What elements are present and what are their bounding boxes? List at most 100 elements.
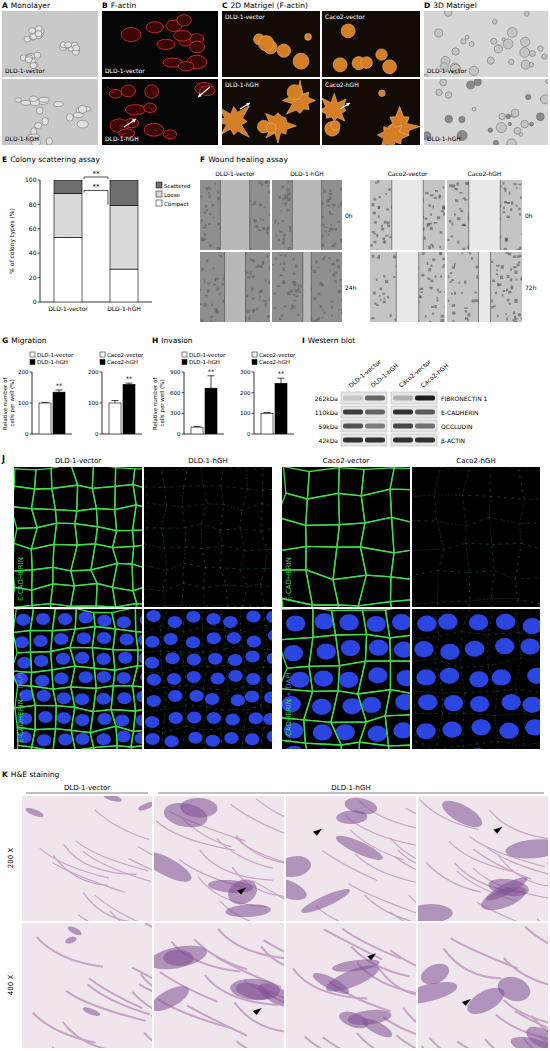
spheroid xyxy=(509,59,514,64)
cell-junction xyxy=(495,689,526,716)
spheroid xyxy=(530,122,534,126)
row-label: 200 X xyxy=(7,848,15,869)
cell xyxy=(373,233,375,235)
cell xyxy=(505,313,507,315)
cell-junction xyxy=(144,651,162,673)
cell xyxy=(510,268,512,271)
cell xyxy=(332,244,335,247)
cell-junction xyxy=(52,485,78,511)
spheroid xyxy=(529,62,534,67)
cell xyxy=(324,230,326,232)
cell xyxy=(451,236,454,238)
cell-junction xyxy=(331,722,366,745)
cell-junction xyxy=(392,517,410,553)
cell-junction xyxy=(305,743,341,749)
cell-junction xyxy=(518,599,541,607)
cell xyxy=(442,205,445,208)
micrograph xyxy=(2,11,98,77)
nucleus xyxy=(263,713,272,725)
y-tick xyxy=(182,434,185,435)
column-header: Caco2-vector xyxy=(388,170,428,177)
cell-junction xyxy=(282,517,306,551)
y-tick-label: 0 xyxy=(33,298,37,305)
cell xyxy=(464,281,466,284)
cell-junction xyxy=(162,666,186,687)
cell-junction xyxy=(263,467,272,491)
cell xyxy=(440,275,442,277)
cell xyxy=(266,228,268,230)
cell xyxy=(421,291,423,293)
cell xyxy=(381,228,384,231)
tissue-fiber xyxy=(129,859,152,889)
spheroid xyxy=(472,107,476,111)
cell xyxy=(282,198,285,200)
cell-junction xyxy=(144,727,163,749)
cell xyxy=(292,281,295,283)
legend-label: Caco2-hGH xyxy=(259,359,290,365)
nucleus xyxy=(246,611,260,623)
nucleus xyxy=(210,673,224,685)
spheroid xyxy=(521,37,530,46)
cell xyxy=(505,237,507,240)
y-tick xyxy=(252,434,255,435)
cell xyxy=(329,269,331,272)
cell-junction xyxy=(131,745,142,749)
cell-junction xyxy=(71,584,98,607)
cell xyxy=(514,301,517,303)
cell xyxy=(461,253,463,255)
nucleus xyxy=(339,614,358,630)
cell-junction xyxy=(183,609,202,632)
cell xyxy=(269,213,270,216)
mw-label: 59kDa xyxy=(319,423,339,430)
panel-title: D3D Matrigel xyxy=(424,1,477,10)
cell-junction xyxy=(145,606,167,607)
micrograph xyxy=(22,796,152,921)
cell xyxy=(506,317,508,320)
cell-junction xyxy=(491,571,517,599)
y-tick-label: 200 xyxy=(240,390,251,396)
cell-junction xyxy=(413,691,443,714)
cell xyxy=(471,257,473,260)
micrograph xyxy=(412,467,540,607)
cell xyxy=(287,292,290,295)
cell-junction xyxy=(489,517,521,544)
row-label-part: E-CADHERIN xyxy=(17,697,25,743)
wound-edge xyxy=(490,252,491,322)
cell-junction xyxy=(75,524,98,545)
spheroid xyxy=(493,140,498,145)
arrowhead xyxy=(493,827,502,834)
cell-junction xyxy=(220,609,241,633)
cell-junction xyxy=(136,632,142,651)
nucleus xyxy=(468,748,487,749)
image-label: DLD-1-hGH xyxy=(427,135,461,142)
cell xyxy=(518,184,521,186)
y-tick xyxy=(38,204,41,205)
tissue-fiber xyxy=(205,975,278,1005)
cell xyxy=(280,275,283,277)
bar xyxy=(53,392,65,434)
nucleus xyxy=(75,652,89,664)
nucleus xyxy=(245,691,259,703)
band xyxy=(365,438,385,443)
cell xyxy=(521,233,522,235)
micrograph xyxy=(154,796,284,921)
band xyxy=(415,410,435,415)
panel-title: GMigration xyxy=(2,336,47,345)
bar xyxy=(110,269,138,302)
micrograph xyxy=(282,467,410,607)
cell-junction xyxy=(358,661,391,694)
image-bg xyxy=(102,11,218,77)
cell xyxy=(252,309,255,312)
panel-caption: Invasion xyxy=(161,336,193,345)
cell-junction xyxy=(92,627,115,650)
nucleus xyxy=(369,640,388,656)
cell xyxy=(261,184,263,187)
cell xyxy=(376,304,379,306)
cell-junction xyxy=(32,584,53,606)
cell xyxy=(474,292,477,294)
cell xyxy=(174,30,192,41)
cell xyxy=(430,264,432,267)
cell xyxy=(425,217,428,219)
cell-junction xyxy=(415,741,444,749)
cell xyxy=(29,96,37,102)
